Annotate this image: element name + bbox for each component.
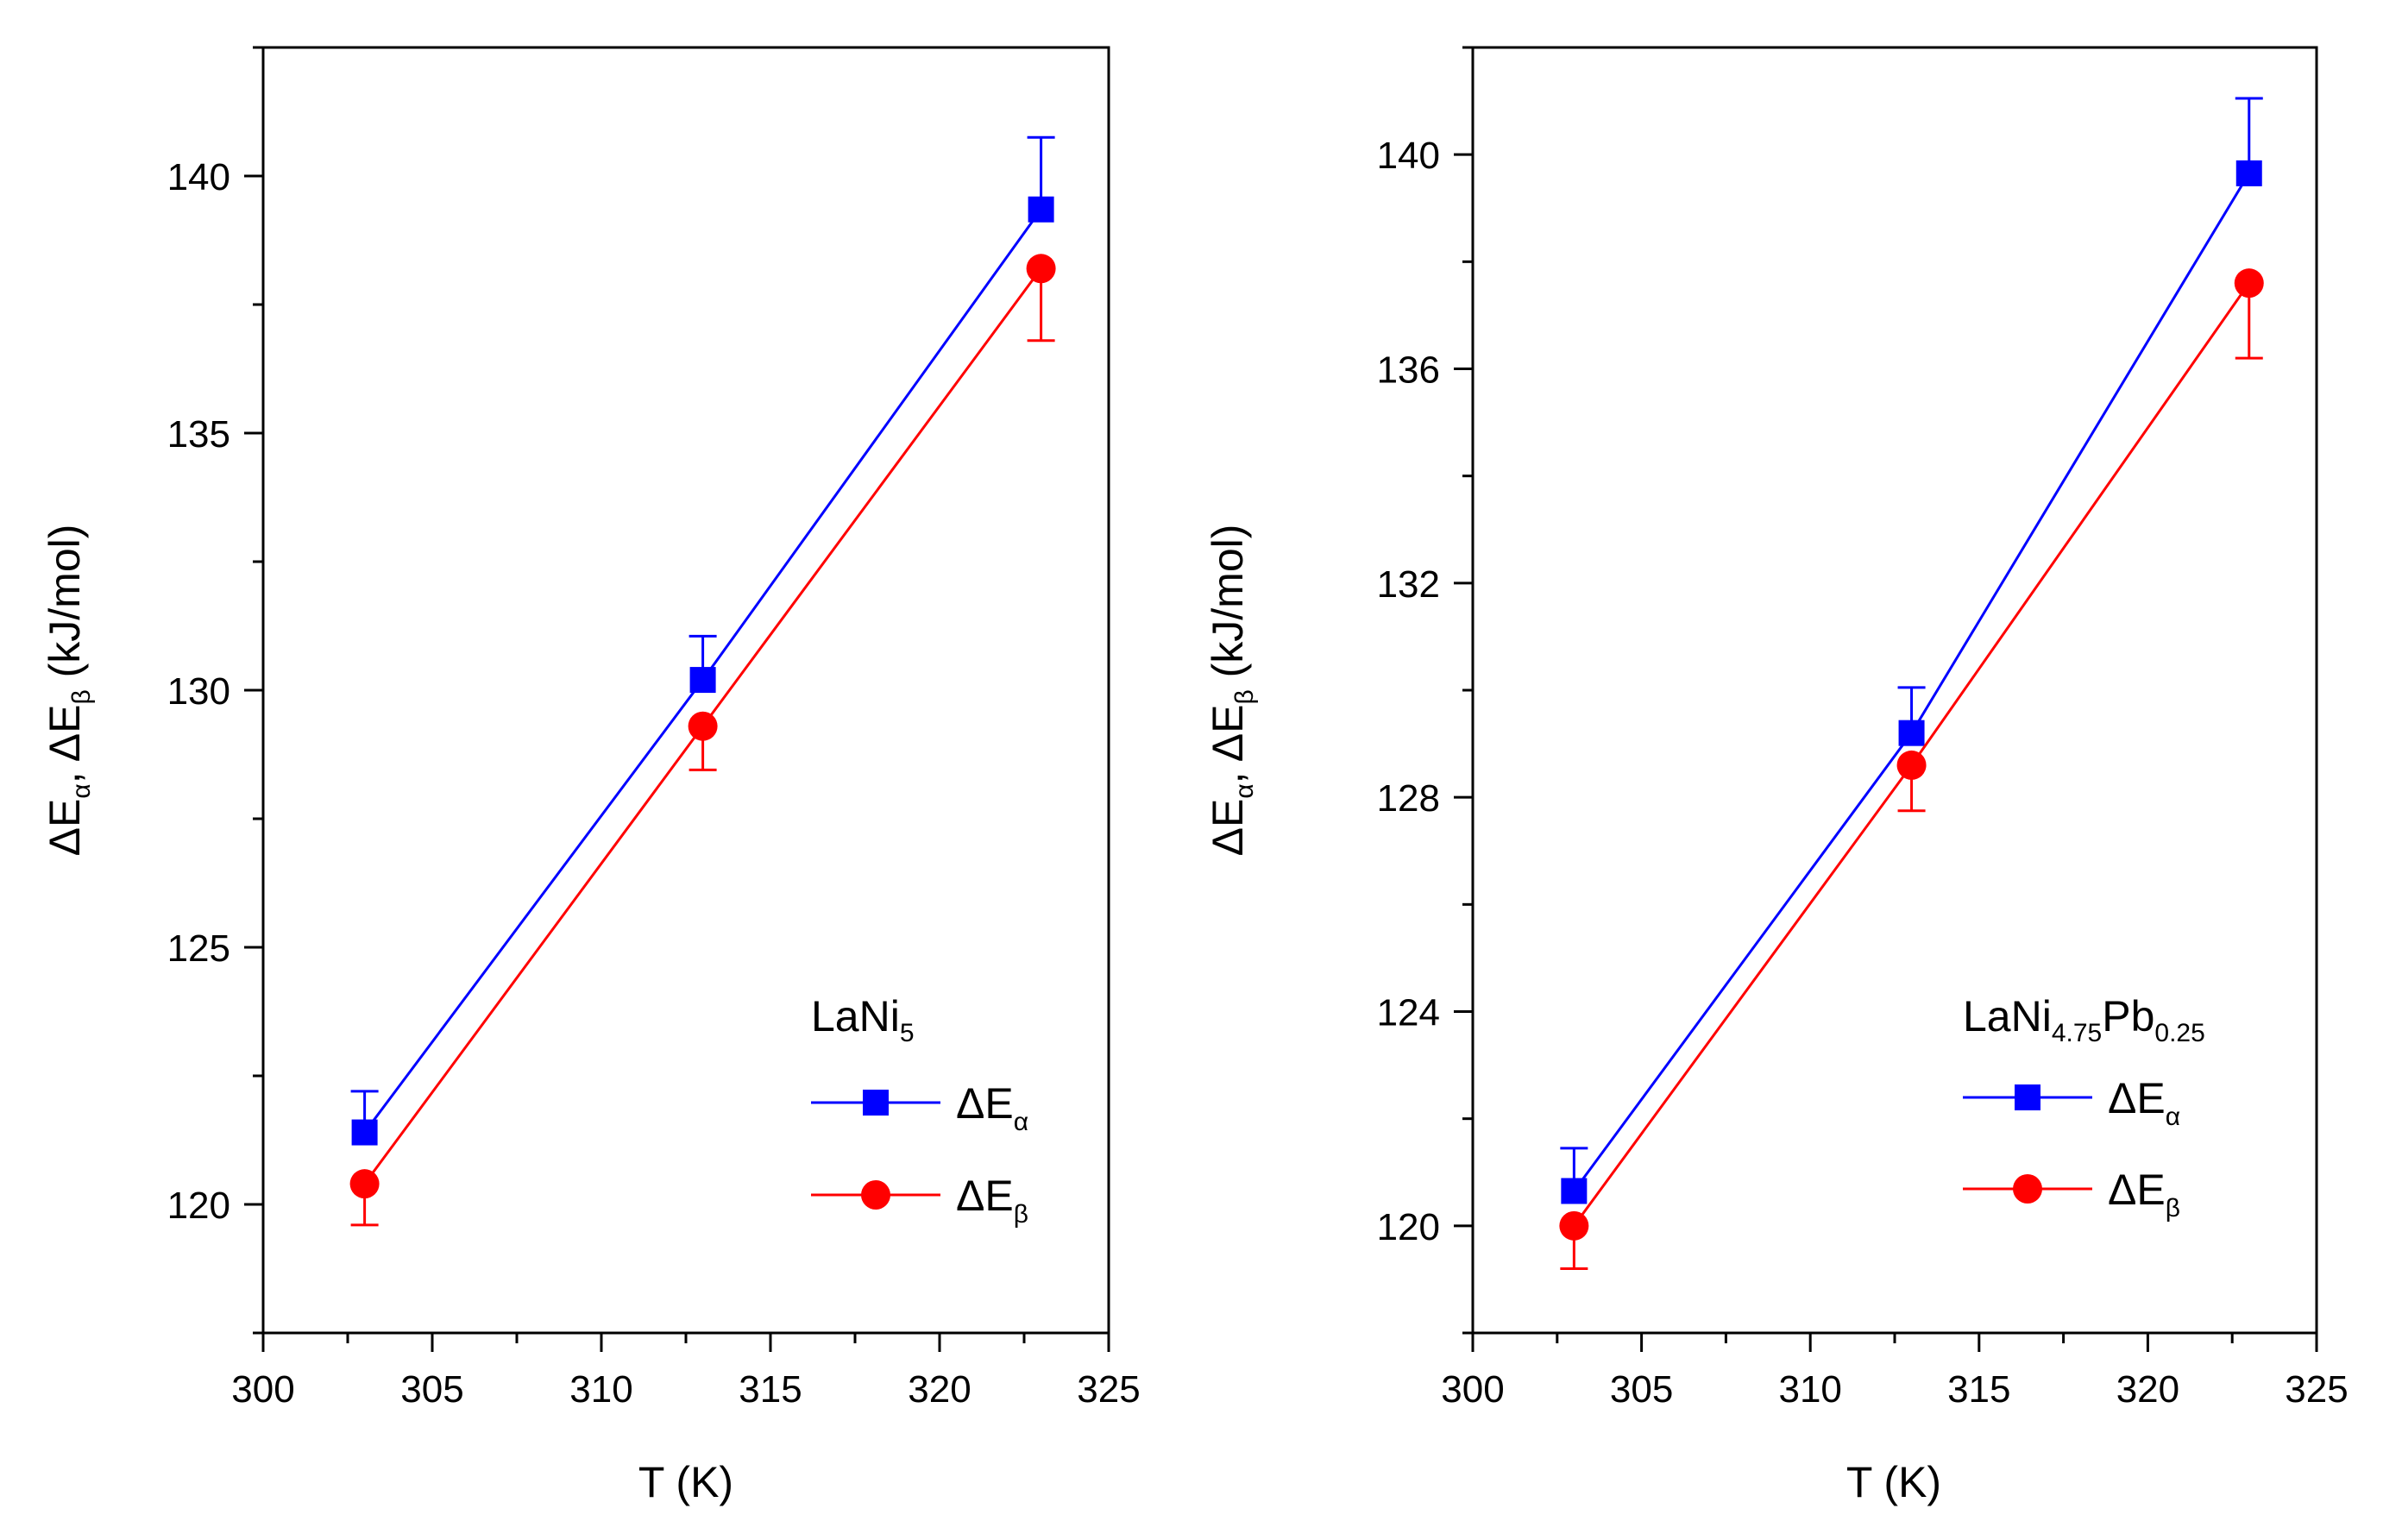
x-tick-label: 315 [1947, 1368, 2010, 1411]
marker-circle [688, 711, 718, 741]
y-axis-title-sub-beta: β [1230, 689, 1259, 704]
legend-label-sub: α [2166, 1103, 2180, 1131]
x-tick-label: 325 [2285, 1368, 2348, 1411]
marker-circle [1559, 1210, 1589, 1241]
y-axis-title: ΔEα, ΔEβ (kJ/mol) [41, 525, 96, 857]
y-axis-title-prefix: ΔE [1204, 799, 1252, 857]
y-axis-title-sub-alpha: α [1230, 783, 1259, 798]
chart-panel-2: 300 305 310 315 320 325 120 124 128 132 136 140 T (K… [1204, 46, 2349, 1506]
marker-square [1028, 196, 1054, 223]
y-axis-title-sep: , ΔE [1204, 705, 1252, 784]
legend-label: ΔEβ [956, 1172, 1028, 1229]
legend-label-main: ΔE [2108, 1166, 2166, 1214]
x-tick-label: 305 [1610, 1368, 1673, 1411]
marker-circle [2234, 268, 2264, 299]
legend-marker-square [863, 1090, 889, 1116]
marker-circle [1026, 254, 1056, 284]
y-tick-label: 136 [1377, 349, 1440, 392]
y-tick-label: 125 [167, 927, 230, 970]
y-axis-title-sep: , ΔE [41, 705, 89, 784]
x-tick-label: 305 [400, 1368, 463, 1411]
marker-square [1898, 720, 1925, 746]
legend-label-sub: β [1014, 1200, 1028, 1229]
y-axis-title-sub-beta: β [67, 689, 96, 704]
legend-title-main: LaNi [811, 992, 900, 1040]
y-tick-label: 135 [167, 413, 230, 456]
marker-circle [1896, 750, 1927, 780]
plot-frame [1471, 46, 2318, 1335]
x-tick-label: 325 [1077, 1368, 1140, 1411]
legend-title-sub: 4.75 [2052, 1019, 2102, 1047]
y-axis-title-unit: (kJ/mol) [41, 525, 89, 690]
y-tick-label: 140 [167, 156, 230, 198]
x-tick-label: 310 [569, 1368, 632, 1411]
legend-label: ΔEα [956, 1079, 1028, 1136]
series-beta [1559, 268, 2264, 1270]
x-tick-label: 300 [1441, 1368, 1504, 1411]
y-tick-label: 140 [1377, 135, 1440, 177]
plot-frame [261, 46, 1110, 1335]
series-alpha [350, 135, 1055, 1146]
y-tick-label: 130 [167, 670, 230, 713]
legend-marker-circle [2013, 1174, 2042, 1204]
legend-title-sub2: 0.25 [2154, 1019, 2204, 1047]
legend-label-sub: α [1014, 1108, 1028, 1136]
series-alpha [1560, 97, 2263, 1204]
legend-label-sub: β [2166, 1194, 2180, 1223]
legend-marker-square [2015, 1084, 2040, 1110]
y-tick-label: 132 [1377, 563, 1440, 606]
x-tick-label: 315 [739, 1368, 802, 1411]
y-tick-label: 120 [1377, 1206, 1440, 1248]
marker-square [351, 1119, 378, 1146]
x-tick-label: 320 [908, 1368, 971, 1411]
legend-label: ΔEβ [2108, 1166, 2180, 1223]
y-axis-title-prefix: ΔE [41, 799, 89, 857]
legend-label: ΔEα [2108, 1074, 2180, 1131]
legend-title: LaNi4.75Pb0.25 [1963, 992, 2205, 1047]
y-axis-title: ΔEα, ΔEβ (kJ/mol) [1204, 525, 1259, 857]
legend-label-main: ΔE [956, 1079, 1014, 1128]
y-tick-label: 124 [1377, 992, 1440, 1034]
marker-square [689, 667, 716, 694]
x-axis-title: T (K) [1846, 1458, 1941, 1506]
x-tick-label: 300 [231, 1368, 294, 1411]
marker-square [2235, 160, 2262, 186]
x-tick-label: 310 [1778, 1368, 1841, 1411]
legend-title-sub: 5 [900, 1019, 915, 1047]
y-axis-title-sub-alpha: α [67, 783, 96, 798]
legend-title-main: LaNi [1963, 992, 2052, 1040]
y-tick-label: 128 [1377, 777, 1440, 820]
series-beta [349, 254, 1056, 1227]
marker-circle [349, 1169, 380, 1199]
legend-title: LaNi5 [811, 992, 915, 1047]
legend-label-main: ΔE [2108, 1074, 2166, 1122]
legend-title-tail: Pb [2102, 992, 2154, 1040]
legend-marker-circle [861, 1180, 890, 1210]
legend-label-main: ΔE [956, 1172, 1014, 1220]
y-axis-title-unit: (kJ/mol) [1204, 525, 1252, 690]
x-tick-label: 320 [2116, 1368, 2179, 1411]
chart-panel-1: 300 305 310 315 320 325 120 125 130 135 140 T (K) ΔE… [41, 46, 1141, 1506]
marker-square [1561, 1178, 1588, 1204]
x-axis-title: T (K) [638, 1458, 733, 1506]
y-tick-label: 120 [167, 1185, 230, 1227]
